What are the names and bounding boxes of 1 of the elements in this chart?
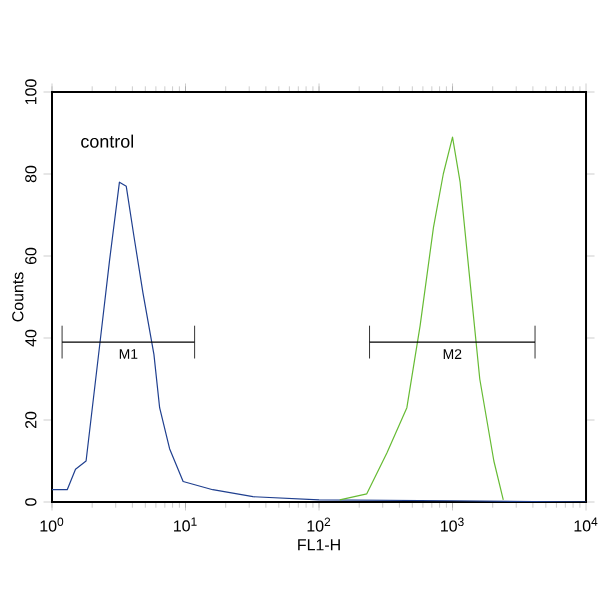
annotation: control xyxy=(81,134,134,148)
